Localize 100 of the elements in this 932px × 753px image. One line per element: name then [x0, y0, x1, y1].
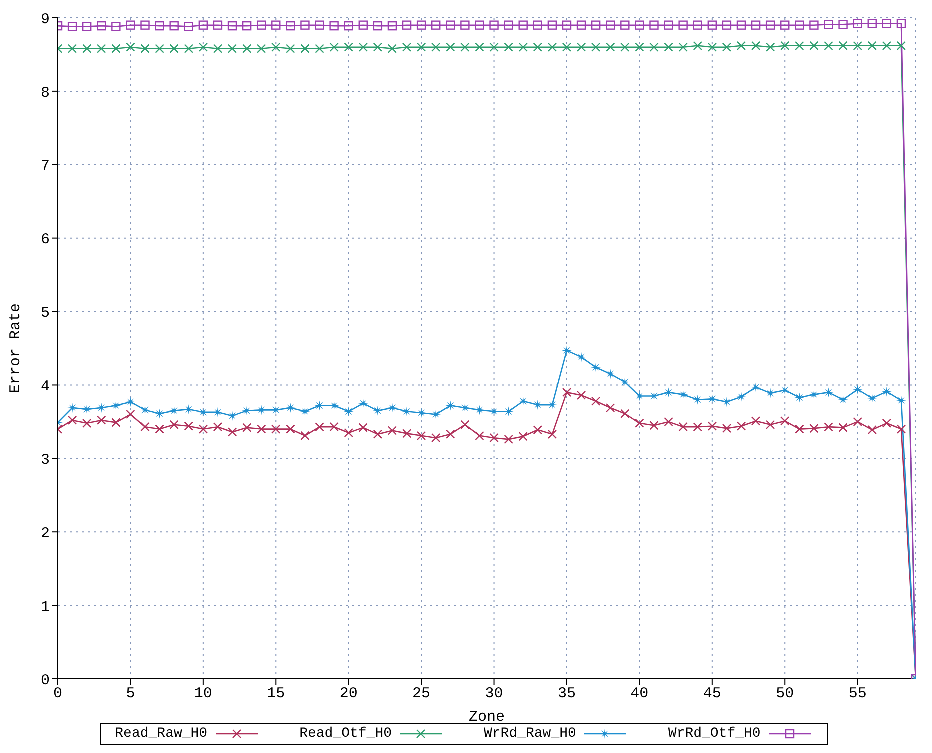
point — [576, 352, 587, 362]
point — [460, 42, 470, 52]
point — [722, 424, 732, 434]
point — [256, 20, 266, 30]
point — [562, 388, 572, 398]
point — [562, 346, 572, 356]
point — [112, 418, 121, 428]
point — [402, 429, 412, 438]
point — [126, 397, 136, 408]
point — [722, 20, 732, 30]
point — [635, 20, 644, 30]
point — [228, 411, 238, 422]
x-tick-label: 25 — [412, 686, 431, 703]
x-tick-label: 0 — [53, 686, 63, 703]
point — [416, 408, 427, 418]
point — [344, 428, 354, 438]
point — [126, 410, 136, 420]
point — [431, 410, 442, 420]
point — [518, 20, 528, 30]
point — [68, 22, 78, 32]
point — [256, 405, 267, 416]
point — [591, 362, 602, 373]
point — [432, 434, 441, 443]
point — [504, 20, 514, 30]
point — [300, 406, 310, 417]
point — [650, 421, 659, 430]
point — [824, 388, 834, 398]
point — [475, 42, 484, 52]
point — [490, 42, 499, 52]
point — [272, 20, 281, 30]
point — [358, 20, 368, 30]
point — [490, 20, 499, 30]
point — [692, 394, 703, 405]
point — [620, 42, 630, 52]
point — [97, 44, 106, 54]
point — [82, 404, 92, 414]
point — [736, 392, 746, 402]
point — [751, 41, 761, 51]
y-tick-label: 1 — [40, 598, 50, 616]
point — [300, 44, 310, 54]
point — [432, 20, 441, 30]
point — [330, 21, 339, 31]
point — [620, 377, 630, 388]
point — [446, 400, 456, 411]
point — [198, 42, 208, 52]
point — [896, 41, 906, 51]
point — [722, 397, 732, 408]
point — [562, 20, 572, 30]
point — [170, 21, 179, 31]
point — [606, 369, 616, 380]
point — [372, 406, 383, 416]
x-tick-label: 35 — [558, 686, 576, 703]
point — [242, 406, 252, 416]
point — [460, 402, 470, 413]
point — [82, 44, 92, 54]
point — [242, 44, 252, 54]
point — [838, 394, 848, 405]
x-tick-label: 40 — [630, 686, 649, 703]
point — [490, 434, 499, 443]
point — [474, 405, 485, 416]
point — [576, 20, 586, 30]
point — [213, 20, 223, 30]
y-tick-label: 7 — [40, 158, 50, 176]
y-tick-label: 9 — [40, 11, 50, 28]
point — [272, 424, 281, 434]
point — [664, 388, 674, 398]
point — [504, 42, 514, 52]
point — [751, 20, 761, 30]
point — [402, 406, 412, 417]
x-tick-label: 55 — [848, 686, 867, 703]
point — [576, 390, 586, 400]
point — [867, 393, 878, 404]
point — [707, 394, 718, 404]
point — [82, 22, 92, 32]
point — [678, 390, 688, 400]
point — [810, 41, 819, 51]
point — [606, 403, 616, 413]
x-axis-title: Zone — [468, 709, 506, 726]
point — [896, 19, 906, 28]
point — [838, 41, 848, 51]
point — [213, 422, 223, 432]
point — [548, 20, 558, 30]
point — [387, 402, 398, 413]
point — [635, 42, 644, 52]
point — [853, 41, 862, 51]
point — [591, 42, 601, 52]
legend-label: WrRd_Otf_H0 — [668, 726, 761, 742]
point — [664, 20, 674, 30]
point — [591, 20, 601, 30]
point — [810, 424, 819, 434]
point — [736, 41, 746, 51]
point — [198, 407, 208, 418]
point — [140, 405, 150, 416]
point — [329, 400, 340, 411]
y-tick-label: 0 — [40, 672, 50, 690]
point — [286, 424, 296, 434]
point — [780, 416, 790, 426]
point — [693, 41, 702, 51]
point — [344, 42, 354, 52]
point — [504, 406, 514, 417]
